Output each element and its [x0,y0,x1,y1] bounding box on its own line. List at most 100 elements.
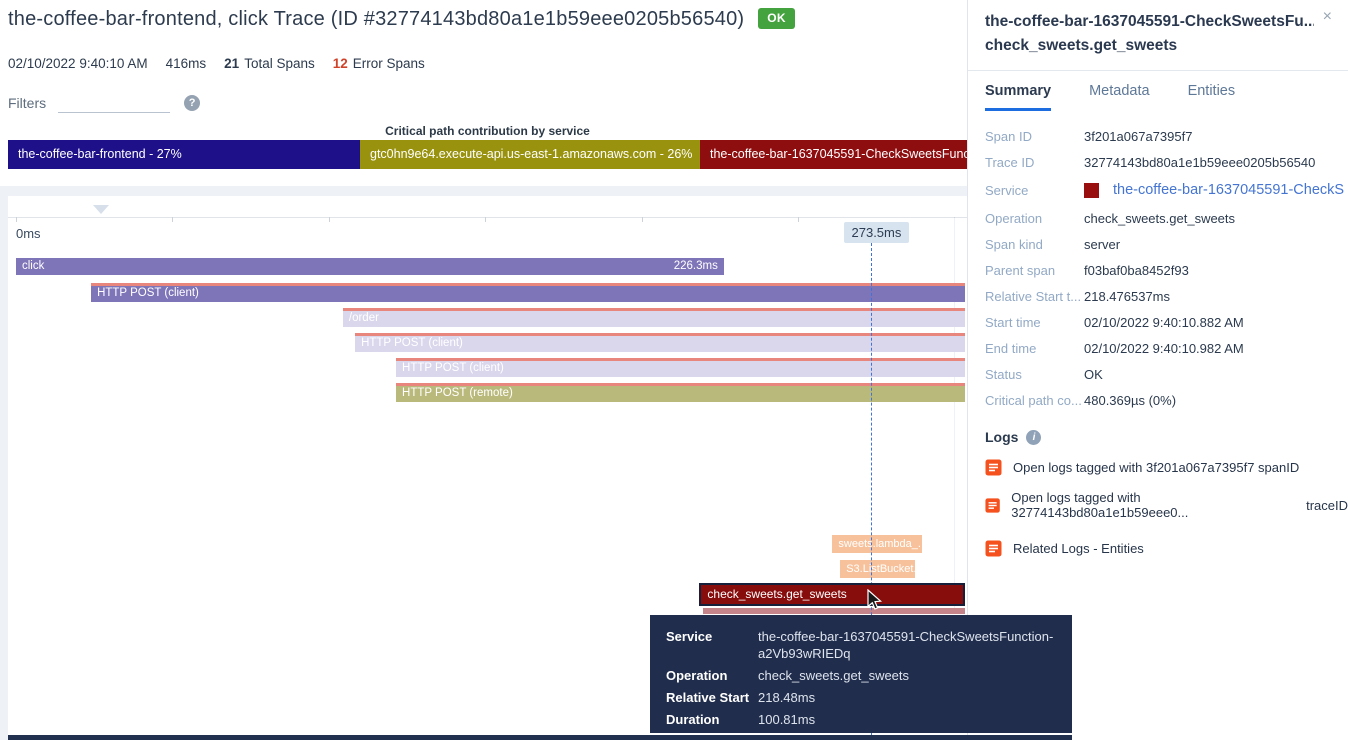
span-bar-label: HTTP POST (client) [402,362,504,374]
timeline-tick [328,217,330,222]
field-row: Critical path co... 480.369µs (0%) [985,387,1348,413]
tooltip-label: Service [666,629,713,644]
span-bar[interactable]: HTTP POST (client) [396,358,966,377]
log-link[interactable]: Open logs tagged with 3f201a067a7395f7 s… [985,459,1348,476]
service-color-swatch [1084,182,1099,198]
field-row: Parent span f03baf0ba8452f93 [985,257,1348,283]
critical-path-segment[interactable]: the-coffee-bar-frontend - 27% [8,140,360,169]
field-row: Operation check_sweets.get_sweets [985,205,1348,231]
help-icon[interactable]: ? [184,94,201,111]
field-value: server [1084,236,1121,252]
error-spans-label: Error Spans [352,56,425,71]
total-spans-count: 21 [224,56,240,71]
log-link[interactable]: Open logs tagged with 32774143bd80a1e1b5… [985,490,1348,520]
waterfall-top-strip [0,186,967,196]
log-link-text: Open logs tagged with 3f201a067a7395f7 s… [1013,460,1300,475]
timeline-tick [485,217,487,222]
field-label: Trace ID [985,154,1035,170]
logs-section: Logs i Open logs tagged with 3f201a067a7… [985,429,1348,557]
timeline-marker-line [870,243,872,735]
tooltip-value: check_sweets.get_sweets [758,668,910,683]
timeline-ruler [8,217,967,218]
field-row: Relative Start t... 218.476537ms [985,283,1348,309]
log-link-suffix: traceID [1306,497,1348,513]
span-bar[interactable]: HTTP POST (client) [91,283,966,302]
field-value: 3f201a067a7395f7 [1084,128,1193,144]
field-value: OK [1084,366,1103,382]
logs-heading: Logs [985,429,1019,445]
timeline-marker-chip: 273.5ms [843,222,910,243]
logs-icon [985,459,1002,476]
field-label: Start time [985,314,1041,330]
span-bar-label: HTTP POST (client) [97,287,199,299]
span-bar-label: click [22,260,45,272]
timeline-tick [641,217,643,222]
field-label: Relative Start t... [985,288,1082,304]
close-icon[interactable]: × [1322,8,1332,25]
field-value: 218.476537ms [1084,288,1171,304]
span-bar[interactable]: HTTP POST (remote) [396,383,966,402]
log-link[interactable]: Related Logs - Entities [985,540,1348,557]
panel-title-service: the-coffee-bar-1637045591-CheckSweetsFu.… [985,13,1314,30]
logs-icon [985,497,1000,513]
span-bar[interactable]: /order [342,308,966,327]
trace-header: the-coffee-bar-frontend, click Trace (ID… [8,8,958,113]
page-title: the-coffee-bar-frontend, click Trace (ID… [8,8,745,30]
field-label: Span ID [985,128,1032,144]
field-label: Status [985,366,1022,382]
field-label: End time [985,340,1037,356]
span-bar-partial[interactable] [702,608,966,614]
field-value: f03baf0ba8452f93 [1084,262,1189,278]
tab-entities[interactable]: Entities [1187,83,1236,99]
field-value: check_sweets.get_sweets [1084,210,1236,226]
tooltip-value: 100.81ms [758,712,816,727]
tooltip-label: Duration [666,712,720,727]
span-bar[interactable]: sweets.lambda_... [832,535,922,553]
filters-input[interactable] [58,92,171,113]
info-icon[interactable]: i [1026,429,1042,445]
field-row: Status OK [985,361,1348,387]
timeline-tick [172,217,174,222]
span-bar-label: HTTP POST (remote) [402,387,513,399]
tooltip-label: Relative Start [666,690,750,705]
field-value: 480.369µs (0%) [1084,392,1177,408]
tab-summary[interactable]: Summary [985,83,1052,111]
trace-duration: 416ms [165,56,207,71]
critical-path-segment[interactable]: gtc0hn9e64.execute-api.us-east-1.amazona… [360,140,700,169]
span-bar[interactable]: S3.ListBucket... [840,560,916,578]
field-row: Service the-coffee-bar-1637045591-CheckS [985,175,1348,205]
span-bar-label: /order [348,312,379,324]
field-label: Parent span [985,262,1056,278]
service-entity-link[interactable]: the-coffee-bar-1637045591-CheckS [1113,182,1345,198]
summary-fields: Span ID 3f201a067a7395f7 Trace ID 32774143b… [985,123,1348,413]
field-row: Trace ID 32774143bd80a1e1b59eee0205b56540 [985,149,1348,175]
span-bar-duration: 226.3ms [673,260,718,272]
span-bar[interactable]: click 226.3ms [16,258,724,275]
field-label: Critical path co... [985,392,1082,408]
critical-path-segment[interactable]: the-coffee-bar-1637045591-CheckSweetsFun… [700,140,967,169]
error-spans-count: 12 [332,56,348,71]
status-badge: OK [758,8,795,29]
field-value: 02/10/2022 9:40:10.982 AM [1084,340,1244,356]
field-row: End time 02/10/2022 9:40:10.982 AM [985,335,1348,361]
field-row: Span ID 3f201a067a7395f7 [985,123,1348,149]
timeline-tick [16,217,17,222]
timeline-tick [798,217,799,222]
log-link-text: Related Logs - Entities [1013,541,1144,556]
span-bar[interactable]: HTTP POST (client) [355,333,966,352]
mouse-cursor-icon [867,589,883,610]
span-bar-label: sweets.lambda_... [838,538,922,550]
critical-path-title: Critical path contribution by service [385,124,590,138]
panel-tabs: Summary Metadata Entities [968,71,1348,111]
trace-meta: 02/10/2022 9:40:10 AM 416ms 21 Total Spa… [8,56,425,71]
field-label: Span kind [985,236,1043,252]
panel-title-operation: check_sweets.get_sweets [985,37,1178,54]
span-bar-label: check_sweets.get_sweets [707,587,847,601]
span-tooltip: Service the-coffee-bar-1637045591-CheckSw… [650,615,1072,733]
tooltip-label: Operation [666,668,728,683]
timeline-origin-label: 0ms [16,226,41,241]
total-spans-label: Total Spans [244,56,315,71]
tab-metadata[interactable]: Metadata [1089,83,1150,99]
field-row: Start time 02/10/2022 9:40:10.882 AM [985,309,1348,335]
span-bar[interactable]: check_sweets.get_sweets [699,583,966,606]
